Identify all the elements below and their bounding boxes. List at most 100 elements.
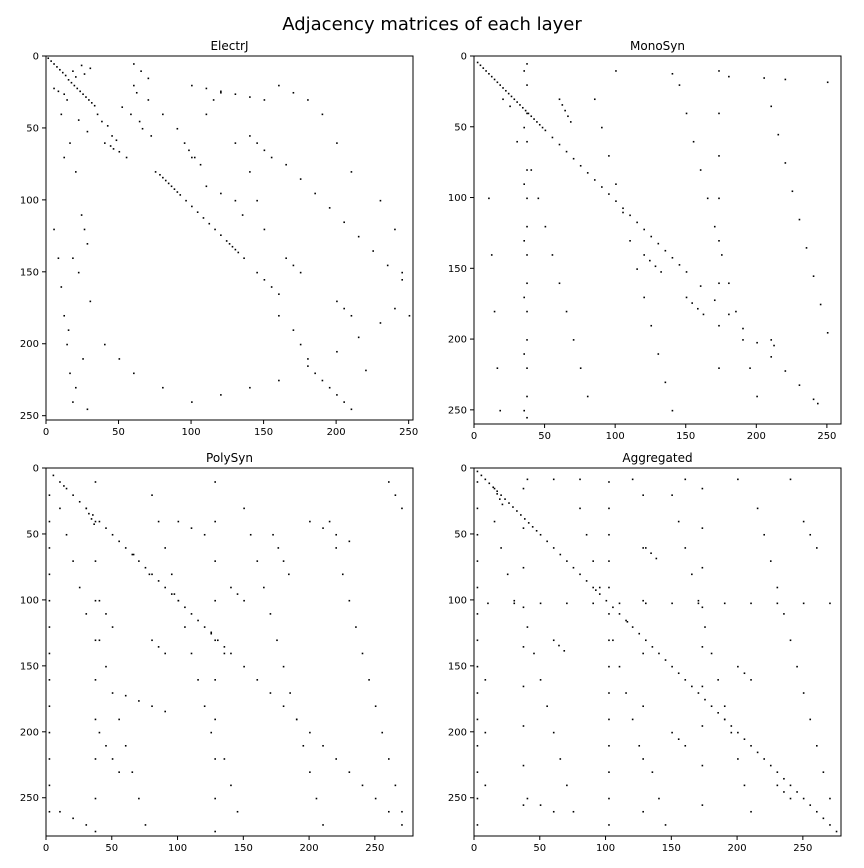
matrix-cell bbox=[72, 401, 74, 403]
matrix-cell bbox=[608, 560, 610, 562]
x-tick-label: 50 bbox=[533, 843, 546, 854]
matrix-cell bbox=[625, 692, 627, 694]
matrix-cell bbox=[502, 87, 504, 89]
matrix-cell bbox=[282, 560, 285, 562]
matrix-cell bbox=[272, 533, 274, 536]
matrix-cell bbox=[718, 155, 720, 157]
matrix-cell bbox=[93, 104, 96, 107]
matrix-cell bbox=[544, 225, 547, 228]
matrix-cell bbox=[579, 507, 581, 510]
matrix-cell bbox=[612, 639, 614, 642]
matrix-cell bbox=[56, 66, 58, 68]
matrix-cell bbox=[269, 692, 272, 694]
matrix-cell bbox=[728, 75, 730, 78]
matrix-cell bbox=[170, 573, 173, 576]
matrix-cell bbox=[157, 580, 160, 582]
matrix-cell bbox=[608, 665, 610, 668]
matrix-cell bbox=[593, 179, 596, 181]
matrix-cell bbox=[493, 520, 496, 523]
matrix-cell bbox=[492, 486, 495, 489]
matrix-cell bbox=[482, 67, 485, 69]
matrix-cell bbox=[48, 652, 51, 655]
matrix-cell bbox=[769, 764, 772, 767]
matrix-cell bbox=[270, 286, 273, 288]
matrix-cell bbox=[546, 540, 548, 543]
matrix-cell bbox=[394, 784, 397, 787]
matrix-cell bbox=[162, 176, 164, 179]
matrix-cell bbox=[88, 512, 90, 515]
matrix-cell bbox=[118, 718, 120, 721]
matrix-cell bbox=[608, 824, 610, 826]
matrix-cell bbox=[713, 225, 716, 228]
matrix-cell bbox=[53, 87, 55, 90]
matrix-cell bbox=[70, 81, 73, 84]
matrix-cell bbox=[593, 98, 596, 101]
matrix-cell bbox=[523, 126, 525, 129]
matrix-cell bbox=[355, 626, 357, 628]
matrix-cell bbox=[558, 644, 560, 647]
matrix-cell bbox=[699, 169, 702, 171]
matrix-cell bbox=[536, 121, 538, 123]
matrix-cell bbox=[499, 84, 502, 86]
matrix-cell bbox=[552, 478, 555, 481]
matrix-cell bbox=[718, 282, 720, 285]
matrix-cell bbox=[336, 142, 338, 144]
matrix-cell bbox=[249, 386, 251, 389]
matrix-cell bbox=[381, 731, 384, 734]
matrix-cell bbox=[133, 84, 135, 87]
matrix-cell bbox=[650, 235, 653, 238]
matrix-cell bbox=[691, 302, 693, 304]
matrix-cell bbox=[476, 61, 479, 64]
matrix-cell bbox=[618, 665, 621, 668]
matrix-cell bbox=[77, 119, 80, 121]
matrix-cell bbox=[608, 586, 610, 589]
x-tick-label: 200 bbox=[728, 843, 747, 854]
matrix-cell bbox=[476, 481, 479, 483]
matrix-cell bbox=[484, 731, 487, 734]
matrix-cell bbox=[277, 547, 280, 549]
matrix-cell bbox=[212, 99, 215, 101]
matrix-cell bbox=[94, 718, 97, 721]
matrix-cell bbox=[671, 494, 673, 496]
matrix-cell bbox=[214, 679, 216, 681]
matrix-cell bbox=[539, 804, 542, 806]
matrix-cell bbox=[205, 87, 208, 90]
matrix-cell bbox=[243, 257, 245, 260]
matrix-cell bbox=[784, 370, 787, 372]
matrix-cell bbox=[256, 142, 258, 144]
matrix-cell bbox=[214, 830, 216, 833]
matrix-cell bbox=[292, 264, 295, 267]
matrix-panel-1: MonoSyn 0 50 100 150 200 250 0 50 100 150 200 250 bbox=[448, 39, 842, 442]
matrix-cell bbox=[133, 372, 135, 375]
matrix-cell bbox=[655, 557, 658, 560]
matrix-cell bbox=[664, 824, 667, 826]
matrix-cell bbox=[292, 91, 295, 94]
matrix-cell bbox=[710, 705, 713, 708]
matrix-cell bbox=[789, 478, 792, 481]
matrix-cell bbox=[697, 692, 700, 694]
matrix-cell bbox=[48, 758, 51, 760]
matrix-cell bbox=[98, 599, 101, 602]
matrix-cell bbox=[509, 105, 511, 108]
matrix-cell bbox=[203, 533, 206, 536]
matrix-cell bbox=[57, 90, 60, 93]
matrix-cell bbox=[348, 540, 351, 543]
matrix-cell bbox=[141, 127, 144, 130]
matrix-cell bbox=[72, 560, 74, 562]
matrix-cell bbox=[829, 602, 831, 605]
x-tick-label: 50 bbox=[538, 431, 551, 442]
matrix-cell bbox=[704, 698, 706, 701]
matrix-cell bbox=[585, 580, 588, 582]
matrix-cell bbox=[522, 487, 525, 490]
matrix-cell bbox=[718, 70, 720, 72]
matrix-panel-0: ElectrJ 0 50 100 150 200 250 0 50 100 150 200 250 bbox=[20, 39, 418, 438]
matrix-cell bbox=[214, 718, 216, 721]
matrix-cell bbox=[816, 547, 818, 549]
matrix-cell bbox=[718, 367, 720, 369]
matrix-cell bbox=[579, 367, 582, 369]
matrix-cell bbox=[86, 130, 89, 133]
x-tick-label: 250 bbox=[399, 427, 418, 438]
matrix-cell bbox=[401, 271, 403, 274]
matrix-cell bbox=[643, 228, 645, 231]
matrix-cell bbox=[819, 303, 822, 306]
